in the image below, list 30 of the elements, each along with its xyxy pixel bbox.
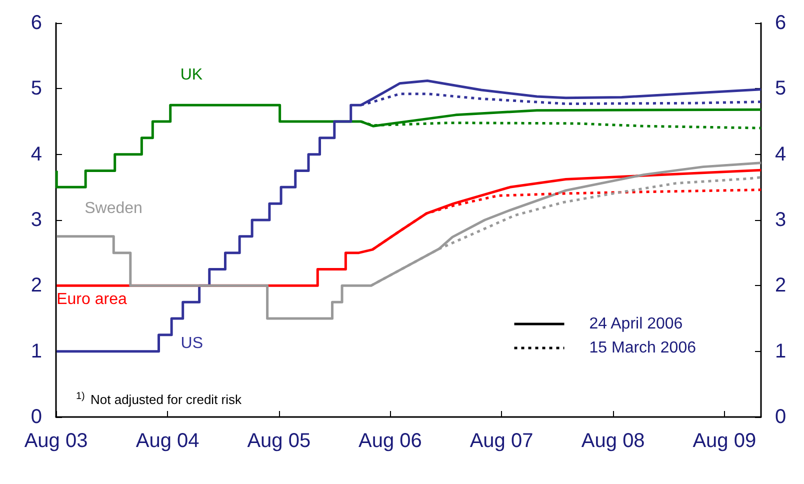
- x-tick-label: Aug 09: [692, 430, 756, 452]
- x-tick-label: Aug 05: [247, 430, 311, 452]
- y-tick-label: 3: [30, 209, 42, 231]
- y2-tick-label: 6: [775, 12, 786, 34]
- x-tick-label: Aug 08: [581, 430, 645, 452]
- line-series: [55, 104, 762, 188]
- line-series: [55, 80, 762, 353]
- y-tick-label: 0: [30, 406, 42, 428]
- x-tick-label: Aug 03: [24, 430, 88, 452]
- y-tick-label: 5: [30, 78, 42, 100]
- series-label: UK: [180, 66, 203, 84]
- x-tick-label: Aug 04: [136, 430, 200, 452]
- x-tick-label: Aug 07: [470, 430, 534, 452]
- y2-tick-label: 0: [775, 406, 786, 428]
- legend-label: 24 April 2006: [589, 316, 683, 332]
- annotation: 1) Not adjusted for credit risk: [76, 391, 242, 407]
- y-tick-label: 2: [30, 274, 42, 297]
- legend-label: 15 March 2006: [589, 340, 696, 356]
- y2-tick-label: 1: [775, 340, 786, 362]
- y2-tick-label: 5: [775, 78, 786, 100]
- y-tick-label: 4: [30, 143, 42, 166]
- series-label: US: [180, 334, 203, 352]
- y2-tick-label: 2: [775, 274, 786, 297]
- series-label: Sweden: [84, 200, 142, 217]
- y2-tick-label: 3: [775, 209, 786, 231]
- y-tick-label: 1: [30, 340, 42, 362]
- x-tick-label: Aug 06: [358, 430, 422, 452]
- series-label: Euro area: [56, 291, 127, 308]
- y-tick-label: 6: [30, 12, 42, 34]
- y2-tick-label: 4: [775, 143, 786, 166]
